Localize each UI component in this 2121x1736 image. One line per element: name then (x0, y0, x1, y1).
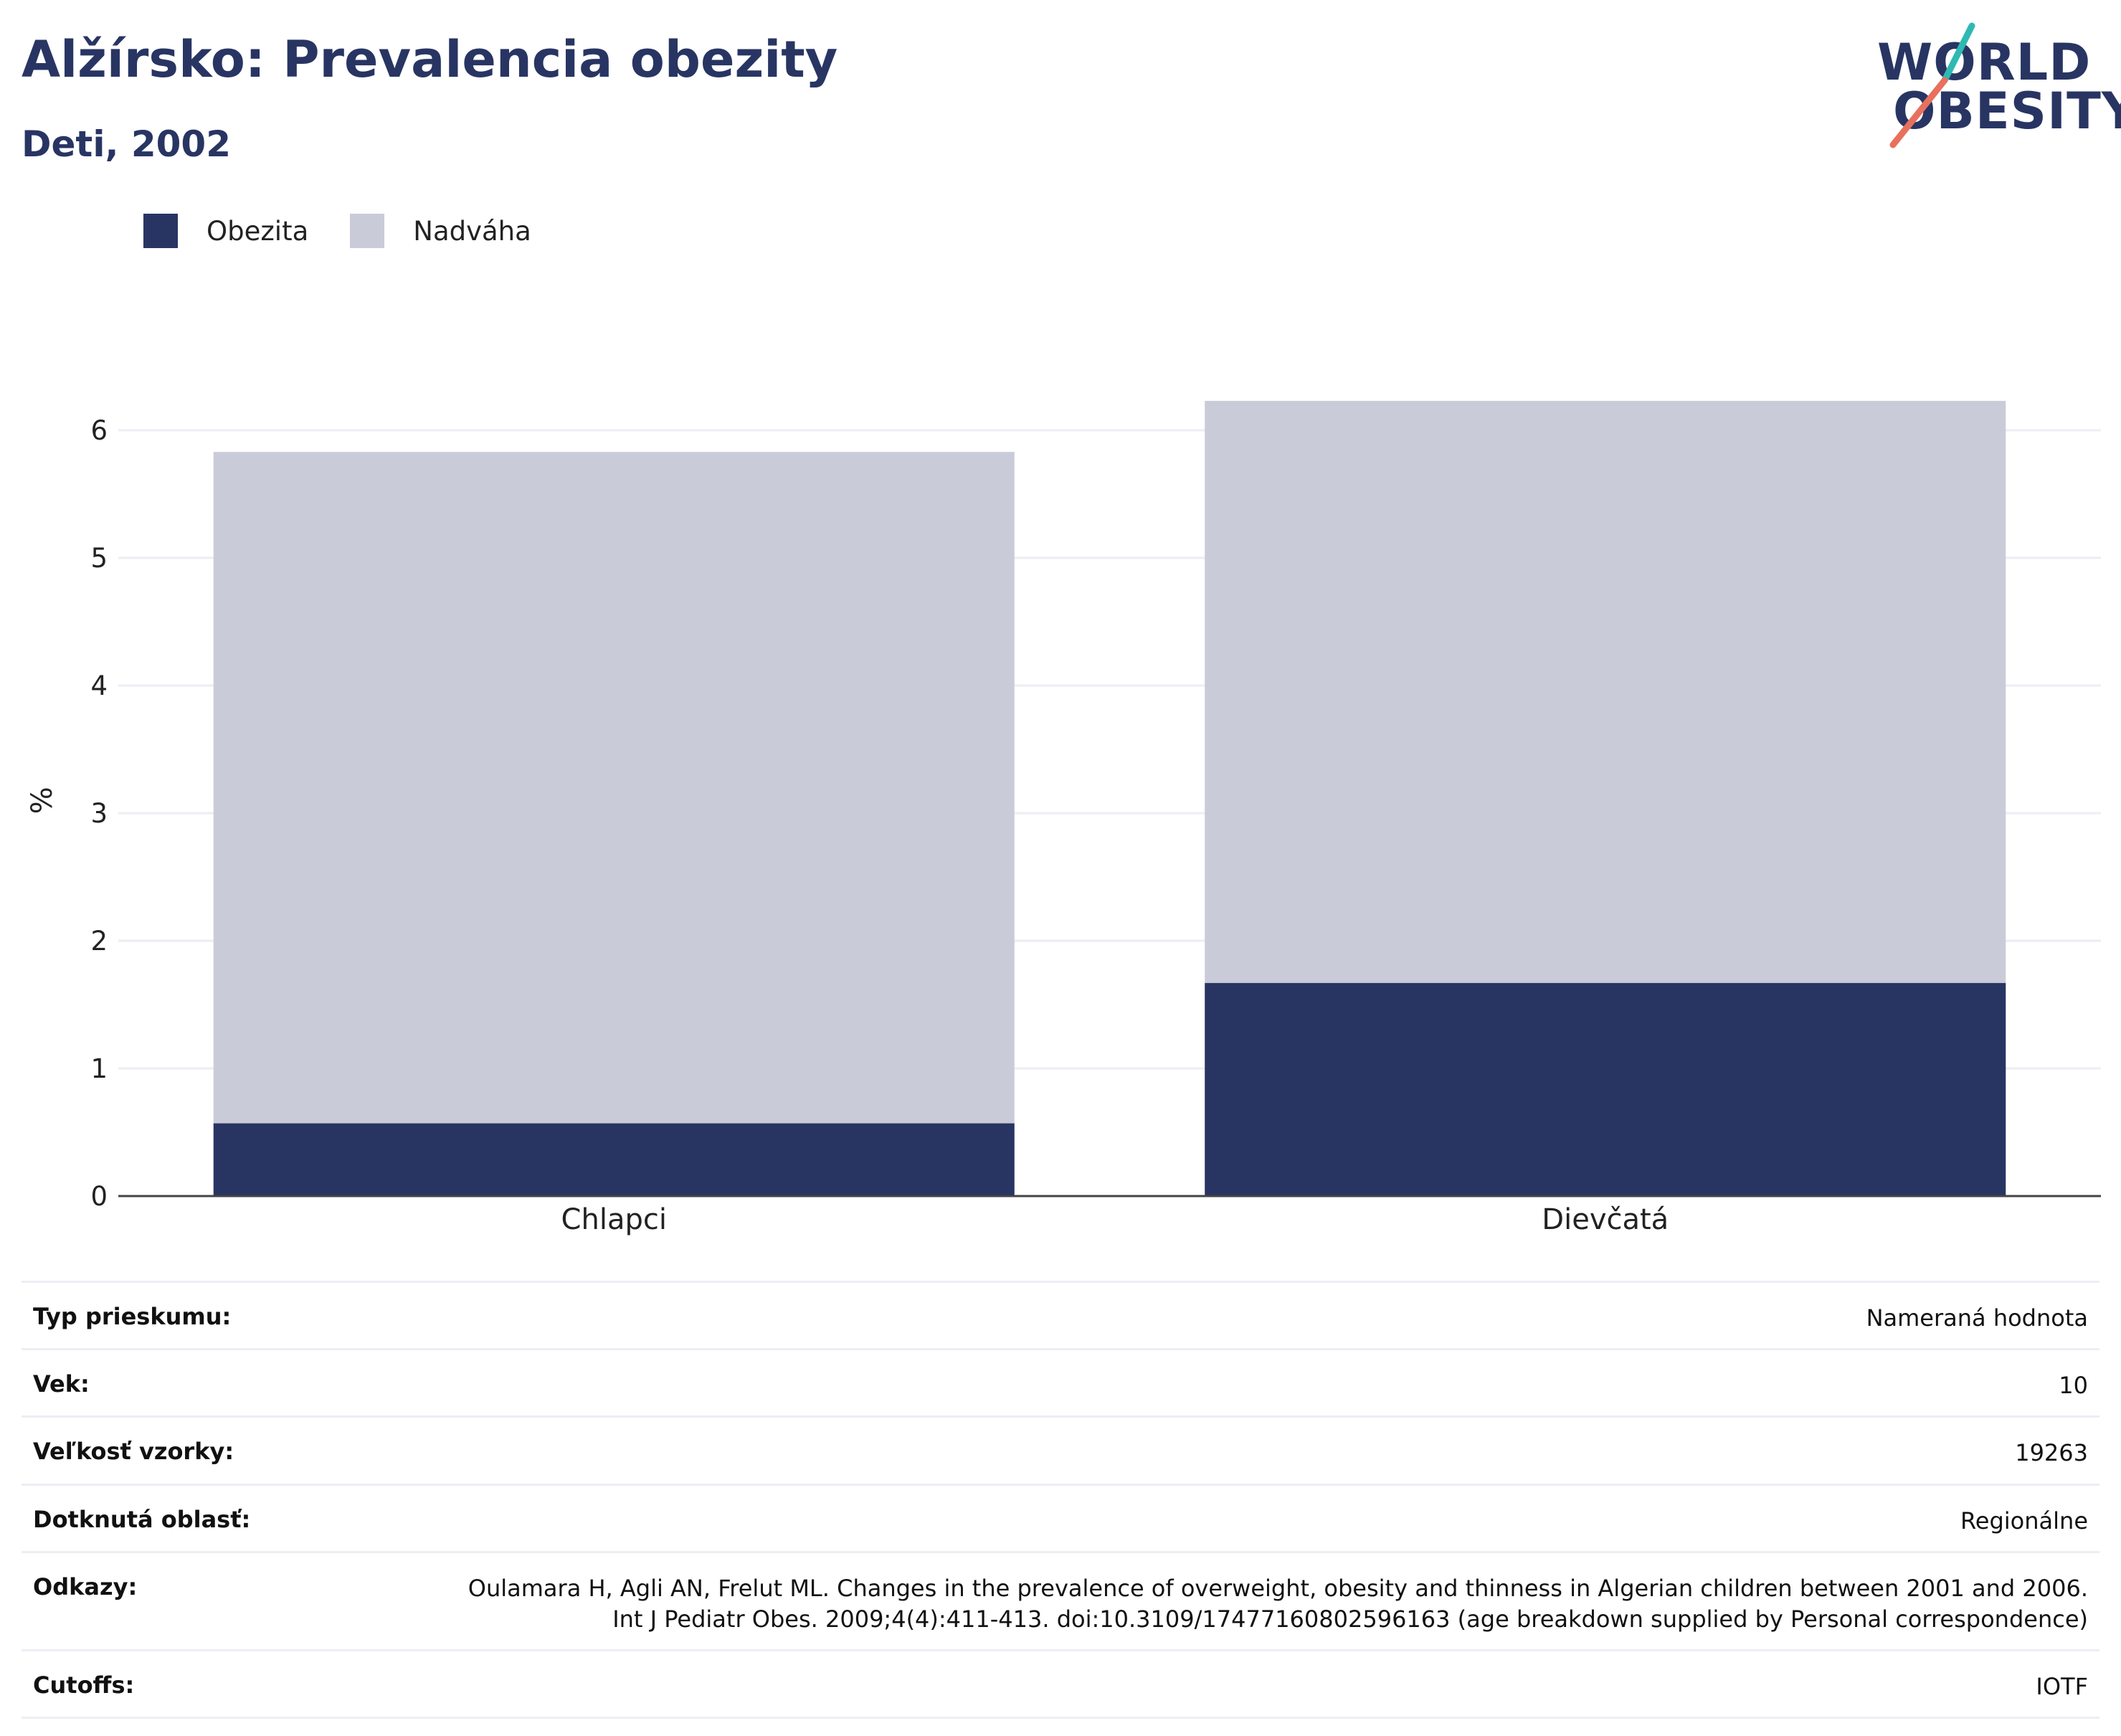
chart-title: Alžírsko: Prevalencia obezity (22, 30, 838, 89)
info-row-survey-type: Typ prieskumu: Nameraná hodnota (22, 1281, 2099, 1348)
legend-item-overweight[interactable]: Nadváha (350, 214, 531, 248)
bar-overweight-1 (1205, 401, 2006, 983)
bar-obesity-1 (1205, 982, 2006, 1196)
legend-label-obesity: Obezita (207, 215, 309, 247)
logo-slash-icon (1889, 22, 1975, 148)
bar-chart: 0 1 2 3 4 5 6% Chlapci Dievčatá (26, 401, 2101, 1236)
legend-swatch-obesity (143, 214, 178, 248)
y-tick-label: 5 (90, 543, 108, 574)
info-key: Veľkosť vzorky: (33, 1438, 234, 1466)
y-tick-label: 1 (90, 1053, 108, 1084)
legend-item-obesity[interactable]: Obezita (143, 214, 308, 248)
chart-legend: Obezita Nadváha (143, 214, 573, 248)
info-value: Nameraná hodnota (1866, 1304, 2088, 1332)
y-tick-label: 0 (90, 1181, 108, 1212)
info-key: Typ prieskumu: (33, 1303, 232, 1330)
info-row-area: Dotknutá oblasť: Regionálne (22, 1483, 2099, 1551)
info-value: Oulamara H, Agli AN, Frelut ML. Changes … (468, 1574, 2088, 1633)
info-value: 19263 (2015, 1439, 2088, 1467)
info-row-age: Vek: 10 (22, 1348, 2099, 1415)
info-value: Regionálne (1960, 1507, 2088, 1535)
logo-word-world: WORLD (1877, 33, 2092, 92)
x-tick-label: Chlapci (561, 1203, 667, 1236)
legend-swatch-overweight (350, 214, 385, 248)
legend-label-overweight: Nadváha (413, 215, 531, 247)
bar-obesity-0 (213, 1123, 1015, 1196)
x-tick-label: Dievčatá (1542, 1203, 1669, 1236)
info-value: IOTF (2036, 1673, 2088, 1701)
chart-subtitle: Deti, 2002 (22, 123, 232, 165)
info-key: Dotknutá oblasť: (33, 1505, 251, 1533)
info-row-cutoffs: Cutoffs: IOTF (22, 1649, 2099, 1720)
y-tick-label: 6 (90, 415, 108, 446)
info-table: Typ prieskumu: Nameraná hodnota Vek: 10 … (22, 1281, 2099, 1720)
info-row-references: Odkazy: Oulamara H, Agli AN, Frelut ML. … (22, 1550, 2099, 1649)
world-obesity-logo: WORLD OBESITY (1864, 22, 2121, 151)
y-tick-label: 3 (90, 798, 108, 829)
info-key: Odkazy: (33, 1573, 138, 1600)
bar-overweight-0 (213, 452, 1015, 1124)
y-tick-label: 4 (90, 670, 108, 701)
y-axis-title: % (26, 787, 59, 814)
info-value: 10 (2059, 1372, 2088, 1400)
info-row-sample-size: Veľkosť vzorky: 19263 (22, 1415, 2099, 1483)
info-key: Vek: (33, 1370, 90, 1398)
info-key: Cutoffs: (33, 1671, 135, 1699)
y-tick-label: 2 (90, 926, 108, 957)
